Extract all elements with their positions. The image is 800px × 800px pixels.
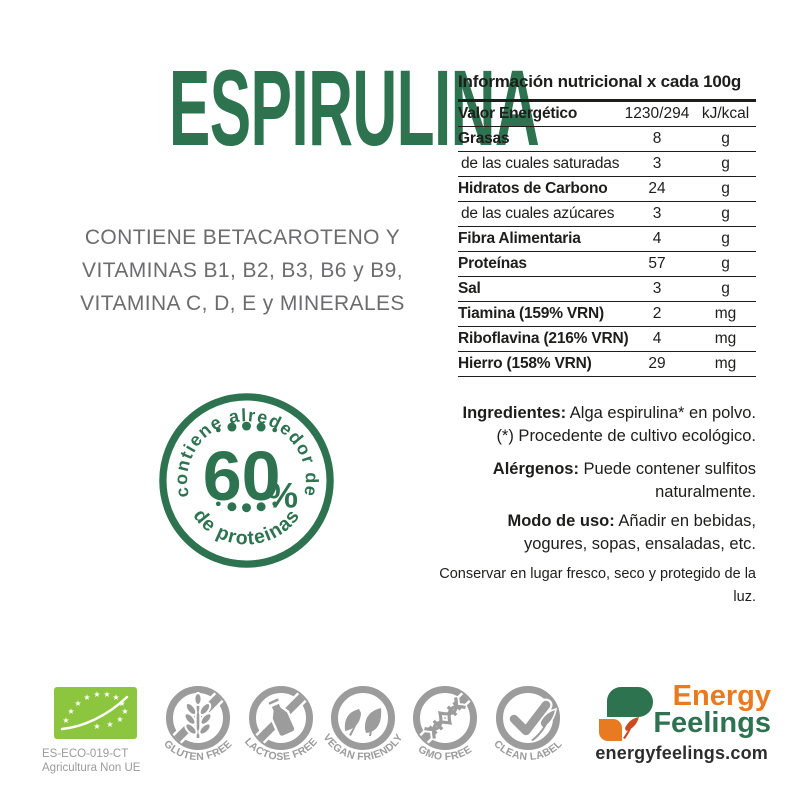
lactose-free-icon: LACTOSE FREE bbox=[242, 686, 320, 763]
product-title-text: ESPIRULINA bbox=[168, 47, 540, 168]
usage-label: Modo de uso: bbox=[507, 512, 615, 530]
table-row: Sal 3 g bbox=[458, 277, 756, 302]
svg-text:★: ★ bbox=[118, 699, 125, 708]
protein-badge: contiene alrededor de de proteinas 60 % bbox=[159, 393, 334, 573]
eu-cert-code: ES-ECO-019-CT bbox=[42, 748, 129, 760]
svg-text:★: ★ bbox=[62, 716, 69, 725]
table-row: Proteínas 57 g bbox=[458, 252, 756, 277]
subtitle-line: VITAMINA C, D, E y MINERALES bbox=[80, 292, 405, 315]
svg-text:GLUTEN FREE: GLUTEN FREE bbox=[161, 738, 234, 763]
badge-percent-value: 60 bbox=[203, 437, 281, 515]
svg-text:★: ★ bbox=[83, 693, 90, 702]
badge-dots-bottom bbox=[215, 501, 278, 513]
eu-organic-leaf-icon: ★★★ ★ ★ ★ ★★★ ★★★ bbox=[54, 687, 137, 739]
svg-text:★: ★ bbox=[121, 707, 128, 716]
svg-text:★: ★ bbox=[106, 720, 113, 729]
table-row: Tiamina (159% VRN) 2 mg bbox=[458, 302, 756, 327]
vegan-friendly-icon: VEGAN FRIENDLY bbox=[321, 686, 405, 763]
table-row: Fibra Alimentaria 4 g bbox=[458, 227, 756, 252]
table-row: de las cuales azúcares 3 g bbox=[458, 202, 756, 227]
brand-logo: Energy Feelings energyfeelings.com bbox=[595, 680, 771, 768]
wheat-glyph bbox=[183, 692, 213, 738]
brand-name-energy: Energy bbox=[672, 680, 771, 712]
gmo-free-icon: GMO FREE bbox=[413, 686, 477, 763]
clean-label-icon: CLEAN LABEL bbox=[491, 686, 565, 763]
badge-dots-top bbox=[215, 421, 278, 433]
usage-text: Modo de uso: Añadir en bebidas, yogures,… bbox=[507, 512, 756, 553]
brand-name-feelings: Feelings bbox=[653, 707, 771, 739]
svg-text:★: ★ bbox=[103, 690, 110, 699]
eu-organic-logo: ★ ★ ★ ★ ★ ★ ★ ★ ★ ★ ★ ★ ES-ECO-019-CT Agricultur… bbox=[42, 687, 140, 775]
nutrition-table: Información nutricional x cada 100g Valo… bbox=[458, 70, 756, 377]
subtitle-line: CONTIENE BETACAROTENO Y bbox=[84, 226, 401, 249]
allergens-label: Alérgenos: bbox=[492, 460, 579, 478]
badge-percent-sign: % bbox=[267, 477, 298, 516]
svg-text:★: ★ bbox=[93, 690, 100, 699]
check-leaf-glyph bbox=[507, 698, 557, 741]
svg-text:★: ★ bbox=[112, 693, 119, 702]
nutrition-table-header: Información nutricional x cada 100g bbox=[458, 70, 756, 102]
protein-badge-stamp: contiene alrededor de de proteinas 60 % bbox=[159, 393, 334, 568]
svg-text:★: ★ bbox=[93, 722, 100, 731]
badge-ring bbox=[159, 393, 334, 568]
svg-text:GMO FREE: GMO FREE bbox=[416, 743, 474, 763]
ingredients-text: Ingredientes: Alga espirulina* en polvo.… bbox=[462, 404, 757, 445]
gluten-free-label: GLUTEN FREE bbox=[161, 738, 234, 763]
table-row: Grasas 8 g bbox=[458, 127, 756, 152]
table-row: de las cuales saturadas 3 g bbox=[458, 152, 756, 177]
ingredients-label: Ingredientes: bbox=[462, 404, 567, 422]
table-row: Hierro (158% VRN) 29 mg bbox=[458, 352, 756, 377]
clean-label-label: CLEAN LABEL bbox=[491, 738, 564, 763]
table-row: Riboflavina (216% VRN) 4 mg bbox=[458, 327, 756, 352]
svg-text:★: ★ bbox=[67, 707, 74, 716]
allergens-text: Alérgenos: Puede contener sulfitos natur… bbox=[492, 460, 756, 501]
svg-text:★: ★ bbox=[74, 699, 81, 708]
table-row: Valor Energético 1230/294 kJ/kcal bbox=[458, 102, 756, 127]
table-row: Hidratos de Carbono 24 g bbox=[458, 177, 756, 202]
page-title: ESPIRULINA bbox=[32, 54, 540, 162]
gluten-free-icon: GLUTEN FREE bbox=[161, 686, 234, 763]
storage-text: Conservar en lugar fresco, seco y proteg… bbox=[439, 566, 756, 605]
dna-glyph bbox=[423, 696, 467, 740]
svg-text:★: ★ bbox=[116, 715, 123, 724]
subtitle-line: VITAMINAS B1, B2, B3, B6 y B9, bbox=[82, 259, 403, 282]
gmo-free-label: GMO FREE bbox=[416, 743, 474, 763]
leaves-glyph bbox=[344, 708, 382, 736]
eu-origin: Agricultura Non UE bbox=[42, 762, 141, 774]
product-subtitle: CONTIENE BETACAROTENO Y VITAMINAS B1, B2… bbox=[35, 221, 450, 320]
svg-text:CLEAN LABEL: CLEAN LABEL bbox=[491, 738, 564, 763]
brand-website: energyfeelings.com bbox=[595, 743, 768, 763]
bottle-glyph bbox=[267, 696, 297, 739]
brand-leaf-icon bbox=[599, 687, 653, 741]
